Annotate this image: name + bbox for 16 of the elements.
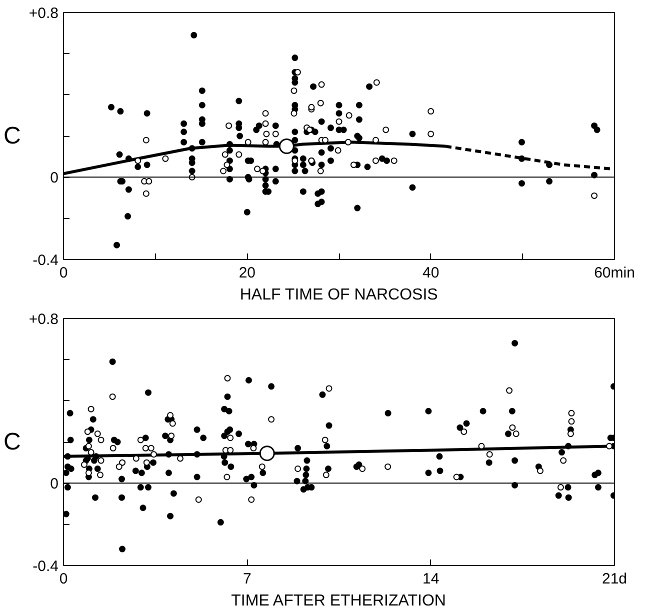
y-axis-title: C: [4, 122, 21, 150]
y-axis-title: C: [4, 428, 21, 456]
y-tick-label: -0.4: [32, 252, 59, 269]
x-tick-label: 21d: [602, 570, 628, 588]
x-tick-label: 20: [238, 264, 256, 282]
x-tick-label: 14: [422, 570, 440, 588]
y-tick-label: -0.4: [32, 558, 59, 575]
y-tick-label: 0: [50, 476, 58, 493]
y-tick-label: +0.8: [28, 5, 59, 22]
x-tick-label: 40: [422, 264, 440, 282]
x-axis-title: HALF TIME OF NARCOSIS: [240, 286, 438, 304]
x-tick-label: 60min: [594, 264, 635, 282]
x-axis-title: TIME AFTER ETHERIZATION: [231, 592, 446, 610]
y-tick-label: 0: [50, 170, 58, 187]
x-tick-label: 7: [242, 570, 252, 588]
y-tick-label: +0.8: [28, 311, 59, 328]
